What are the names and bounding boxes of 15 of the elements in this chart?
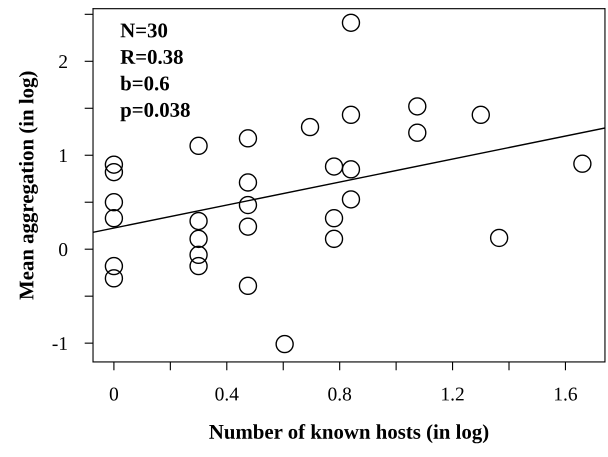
y-tick-label: 1 [60, 149, 67, 162]
y-axis-title: Mean aggregation (in log) [18, 72, 38, 300]
y-tick-label: 0 [59, 243, 68, 256]
x-tick-label: 1.2 [442, 388, 464, 401]
annotation: b=0.6 [120, 76, 170, 91]
x-tick-label: 0 [110, 388, 118, 401]
x-tick-label: 1.6 [555, 388, 578, 401]
annotation: N=30 [120, 23, 168, 38]
x-tick-label: 0.8 [328, 388, 352, 401]
y-tick-label: 2 [59, 55, 67, 68]
x-axis-title: Number of known hosts (in log) [209, 424, 488, 444]
y-tick-label: -1 [52, 337, 67, 350]
annotation: R=0.38 [120, 50, 183, 64]
annotation: p=0.038 [120, 102, 190, 122]
x-tick-label: 0.4 [215, 388, 239, 401]
